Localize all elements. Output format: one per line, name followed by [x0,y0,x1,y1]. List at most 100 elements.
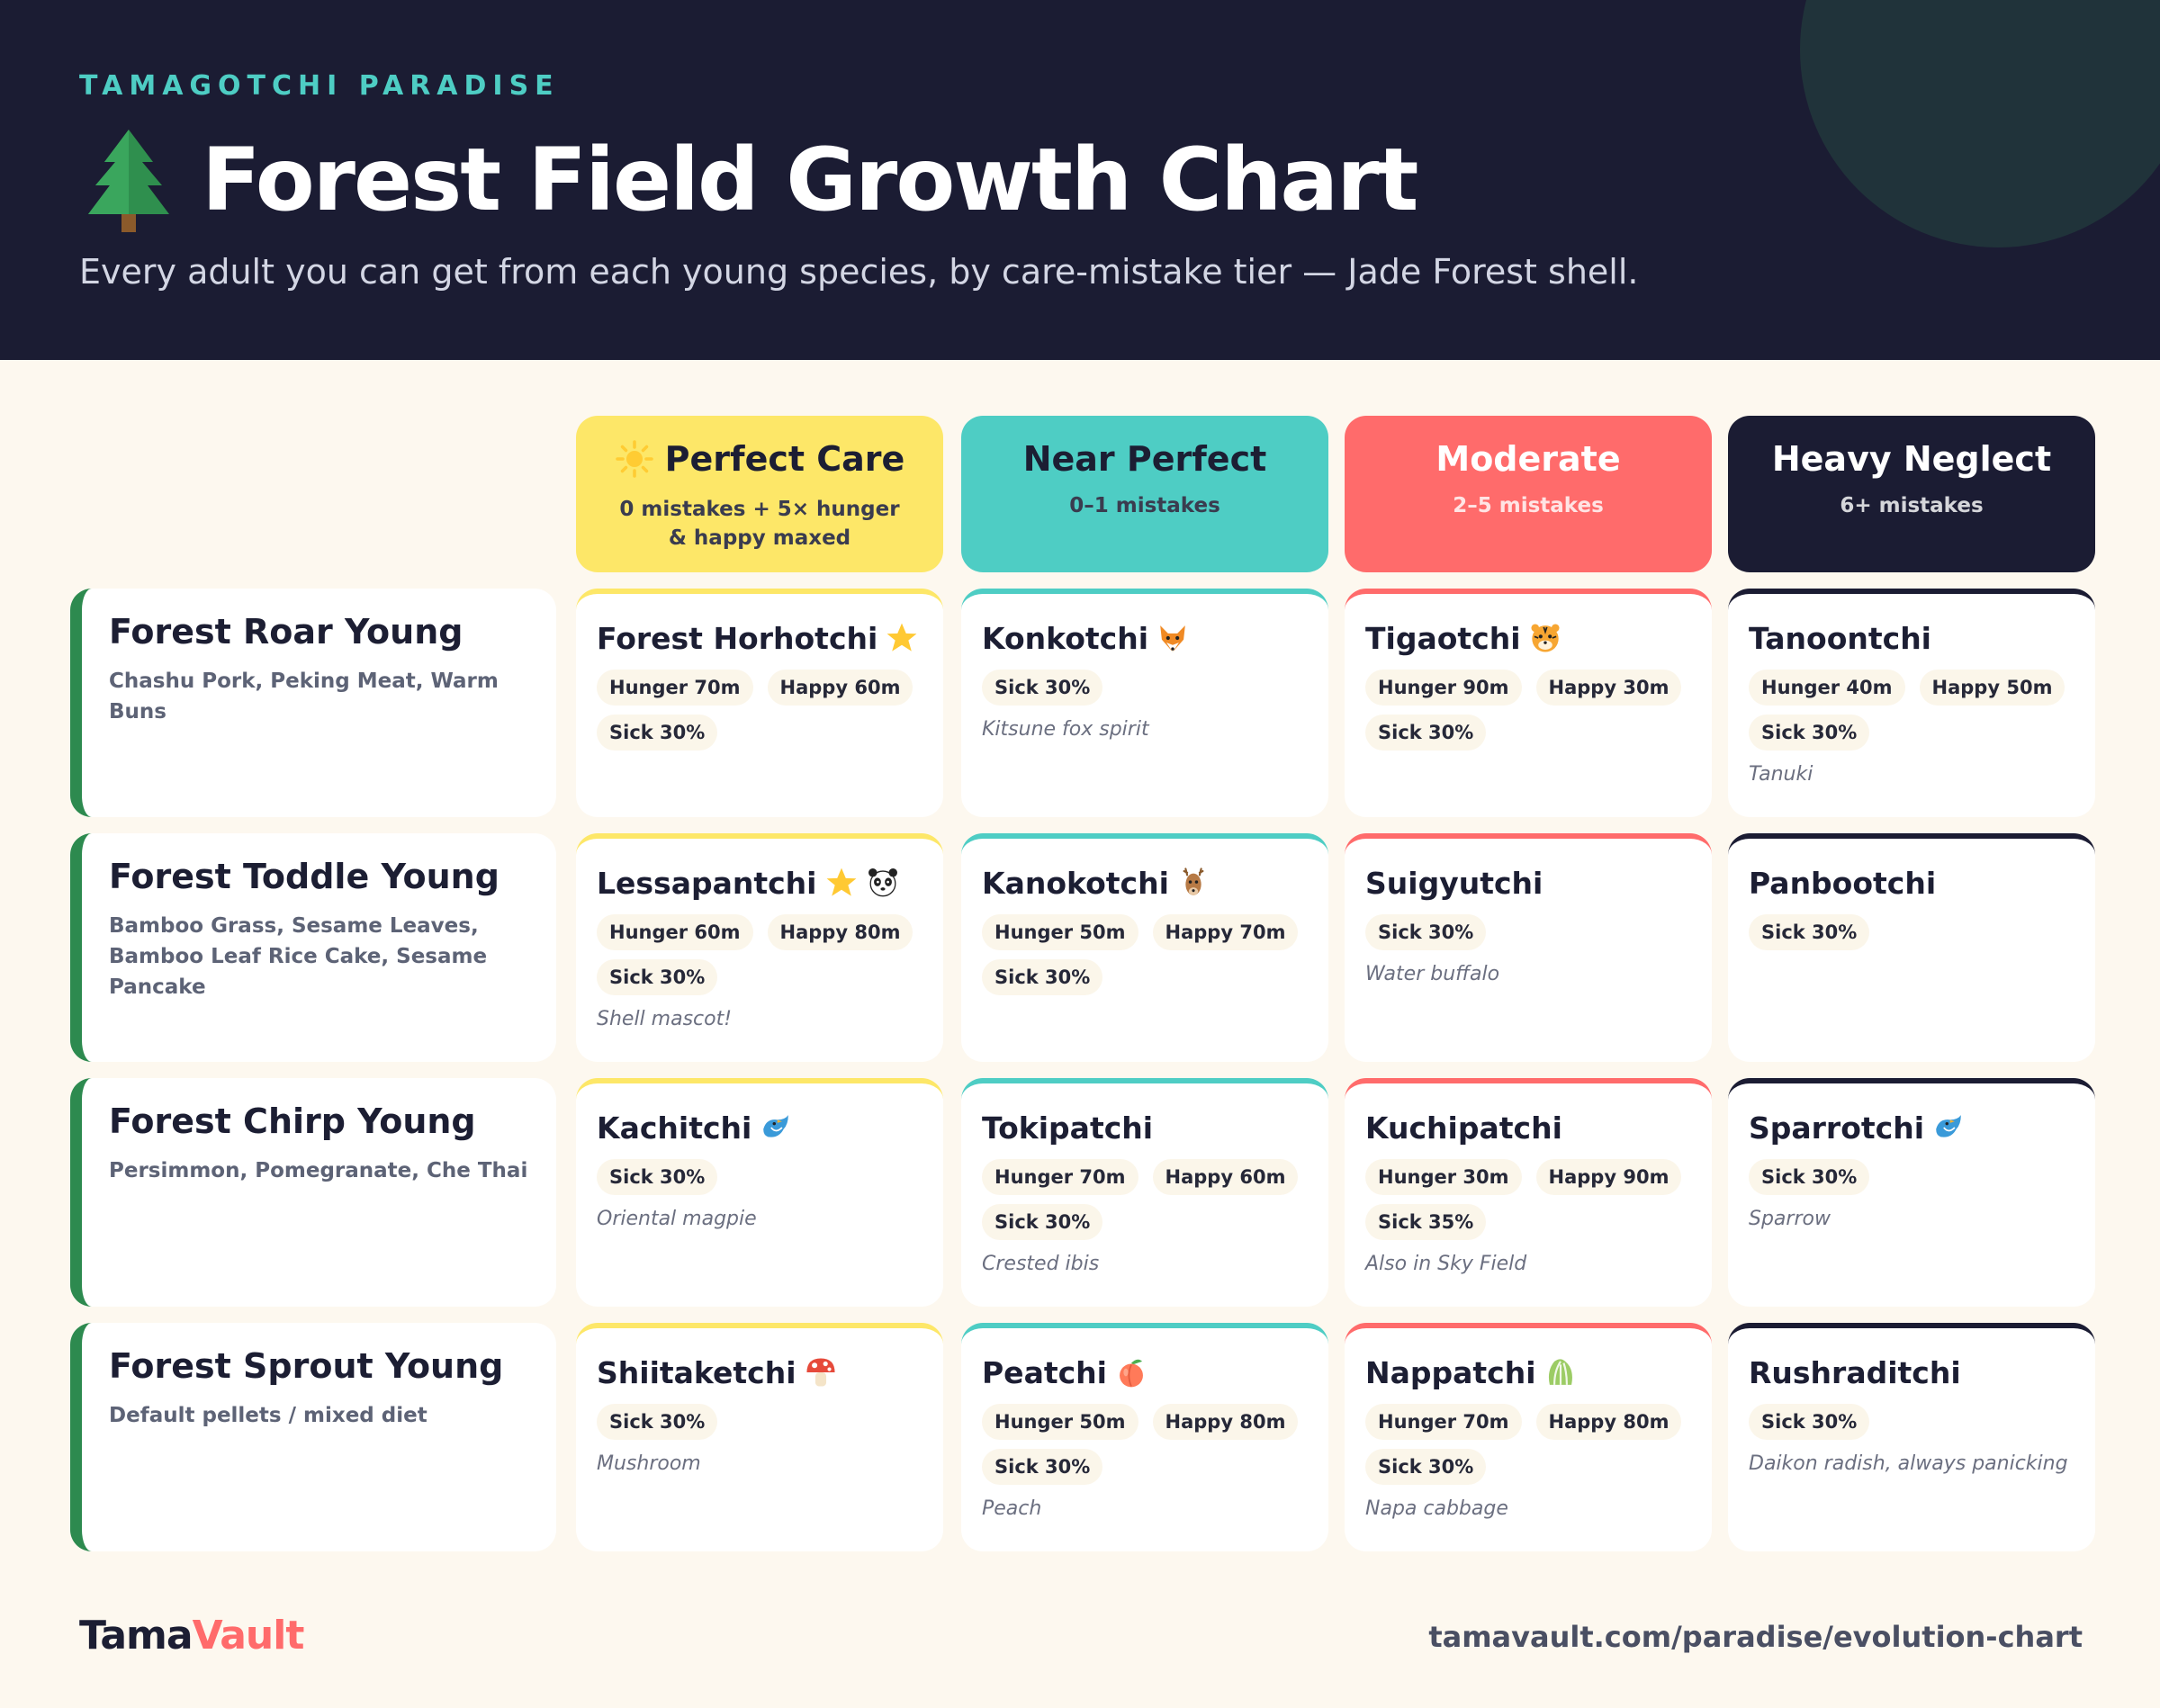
stat-tag: Sick 35% [1365,1204,1487,1240]
stat-tags: Hunger 70m Happy 80m Sick 30% [1365,1404,1698,1485]
stat-tag: Sick 30% [1749,914,1870,950]
stat-tags: Sick 30% [597,1404,930,1440]
young-species-name: Forest Chirp Young [109,1101,476,1141]
adult-name-row: Kachitchi [597,1107,943,1148]
stat-tags: Sick 30% [1749,1159,2082,1195]
panda-icon [868,868,897,897]
adult-note: Crested ibis [982,1253,1100,1275]
page-subtitle: Every adult you can get from each young … [79,252,1639,292]
bird-icon [763,1115,789,1137]
bird-icon [1936,1115,1961,1137]
stat-tag: Sick 30% [1749,715,1870,751]
adult-name-row: Kuchipatchi [1365,1107,1712,1148]
tier-name-text: Near Perfect [1022,439,1267,479]
young-species-foods: Chashu Pork, Peking Meat, Warm Buns [109,670,499,724]
adult-card: Tanoontchi Hunger 40m Happy 50m Sick 30% Tan… [1728,589,2095,817]
stat-tag: Happy 50m [1919,670,2066,706]
adult-name: Tanoontchi [1749,620,1931,656]
adult-name: Suigyutchi [1365,865,1544,901]
adult-name: Kachitchi [597,1110,752,1146]
tier-name: Heavy Neglect [1772,439,2051,479]
adult-card: Shiitaketchi Sick 30% Mushroom [576,1323,943,1551]
tier-name-text: Moderate [1436,439,1621,479]
logo-part-vault: Vault [192,1613,305,1659]
adult-note: Daikon radish, always panicking [1749,1452,2068,1475]
sun-icon [615,440,653,478]
stat-tag: Sick 30% [1365,715,1487,751]
adult-card: Tokipatchi Hunger 70m Happy 60m Sick 30% Cre… [961,1078,1328,1307]
stat-tag: Sick 30% [597,1404,718,1440]
young-species-card: Forest Roar Young Chashu Pork, Peking Mea… [70,589,556,817]
tier-name: Moderate [1436,439,1620,479]
stat-tag: Hunger 50m [982,914,1138,950]
adult-name: Konkotchi [982,620,1149,656]
adult-name-row: Tanoontchi [1749,617,2095,659]
tier-name: Near Perfect [1023,439,1267,479]
young-species-foods: Default pellets / mixed diet [109,1404,428,1427]
stat-tag: Happy 80m [1535,1404,1682,1440]
tiger-icon [1530,624,1560,652]
adult-name: Rushraditchi [1749,1354,1961,1390]
adult-name-row: Shiitaketchi [597,1352,943,1393]
evergreen-tree-icon [88,130,169,232]
cabbage-icon [1548,1359,1572,1385]
adult-card: Kachitchi Sick 30% Oriental magpie [576,1078,943,1307]
mushroom-icon [806,1358,835,1387]
stat-tag: Sick 30% [1365,914,1487,950]
adult-name-row: Kanokotchi [982,862,1328,903]
adult-card: Suigyutchi Sick 30% Water buffalo [1345,833,1712,1062]
tier-header-0: Perfect Care 0 mistakes + 5× hunger & hap… [576,416,943,572]
adult-name-row: Sparrotchi [1749,1107,2095,1148]
adult-card: Nappatchi Hunger 70m Happy 80m Sick 30% Napa… [1345,1323,1712,1551]
stat-tag: Sick 30% [982,1204,1103,1240]
adult-name: Lessapantchi [597,865,817,901]
stat-tag: Hunger 70m [597,670,753,706]
adult-name: Kanokotchi [982,865,1169,901]
tier-header-2: Moderate 2–5 mistakes [1345,416,1712,572]
stat-tags: Hunger 50m Happy 70m Sick 30% [982,914,1315,995]
young-species-name: Forest Toddle Young [109,857,500,896]
brand-logo[interactable]: TamaVault [79,1613,305,1659]
stat-tag: Happy 80m [1152,1404,1299,1440]
adult-name: Forest Horhotchi [597,620,878,656]
adult-name-row: Peatchi [982,1352,1328,1393]
adult-name-row: Nappatchi [1365,1352,1712,1393]
adult-name-row: Forest Horhotchi [597,617,943,659]
stat-tags: Hunger 40m Happy 50m Sick 30% [1749,670,2082,751]
young-species-card: Forest Chirp Young Persimmon, Pomegranate… [70,1078,556,1307]
stat-tag: Sick 30% [982,670,1103,706]
tier-name-text: Perfect Care [664,439,905,479]
stat-tags: Hunger 70m Happy 60m Sick 30% [982,1159,1315,1240]
adult-note: Shell mascot! [597,1008,733,1030]
stat-tag: Happy 60m [1152,1159,1299,1195]
adult-name-row: Lessapantchi [597,862,943,903]
adult-name-row: Konkotchi [982,617,1328,659]
stat-tag: Hunger 90m [1365,670,1522,706]
adult-name: Shiitaketchi [597,1354,796,1390]
adult-note: Napa cabbage [1365,1497,1508,1520]
adult-card: Rushraditchi Sick 30% Daikon radish, alway… [1728,1323,2095,1551]
stat-tag: Hunger 60m [597,914,753,950]
stat-tags: Hunger 30m Happy 90m Sick 35% [1365,1159,1698,1240]
stat-tags: Sick 30% [982,670,1315,706]
decorative-circle [1800,0,2160,247]
stat-tag: Sick 30% [597,1159,718,1195]
young-species-name: Forest Roar Young [109,612,464,652]
deer-icon [1183,867,1204,895]
star-icon [826,867,856,896]
adult-name-row: Tokipatchi [982,1107,1328,1148]
stat-tags: Sick 30% [1365,914,1698,950]
footer-url-link[interactable]: tamavault.com/paradise/evolution-chart [1428,1620,2083,1654]
header-banner: TAMAGOTCHI PARADISE Forest Field Growth … [0,0,2160,360]
stat-tag: Hunger 70m [982,1159,1138,1195]
stat-tag: Happy 30m [1535,670,1682,706]
stat-tag: Happy 90m [1535,1159,1682,1195]
adult-name: Sparrotchi [1749,1110,1925,1146]
adult-card: Kuchipatchi Hunger 30m Happy 90m Sick 35% Al… [1345,1078,1712,1307]
stat-tags: Hunger 50m Happy 80m Sick 30% [982,1404,1315,1485]
stat-tags: Sick 30% [1749,1404,2082,1440]
title-row: Forest Field Growth Chart [79,126,1418,234]
stat-tags: Sick 30% [1749,914,2082,950]
adult-card: Lessapantchi Hunger 60m Happy 80m Sick 30% S… [576,833,943,1062]
stat-tag: Sick 30% [597,959,718,995]
